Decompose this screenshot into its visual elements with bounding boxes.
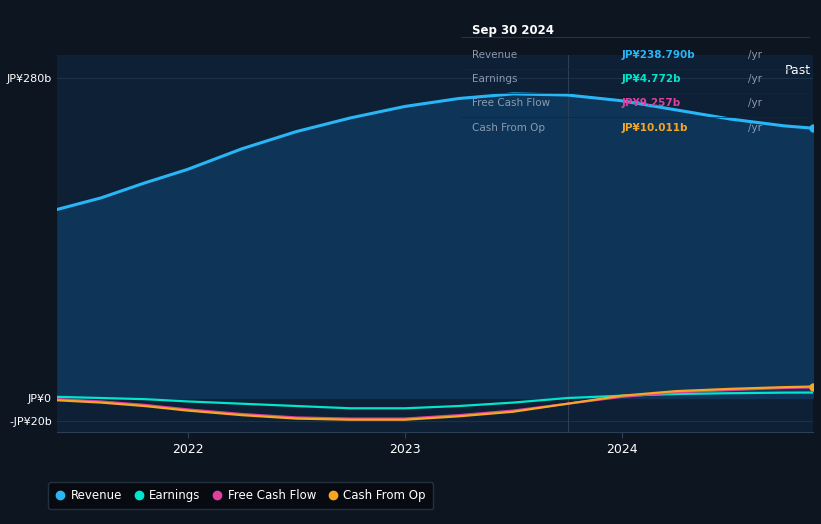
Text: JP¥10.011b: JP¥10.011b — [622, 123, 688, 133]
Text: JP¥4.772b: JP¥4.772b — [622, 74, 681, 84]
Text: Free Cash Flow: Free Cash Flow — [472, 99, 550, 108]
Text: /yr: /yr — [748, 50, 762, 60]
Text: Earnings: Earnings — [472, 74, 517, 84]
Text: /yr: /yr — [748, 99, 762, 108]
Legend: Revenue, Earnings, Free Cash Flow, Cash From Op: Revenue, Earnings, Free Cash Flow, Cash … — [48, 482, 433, 509]
Text: /yr: /yr — [748, 74, 762, 84]
Text: /yr: /yr — [748, 123, 762, 133]
Text: Cash From Op: Cash From Op — [472, 123, 545, 133]
Text: JP¥238.790b: JP¥238.790b — [622, 50, 695, 60]
Text: Revenue: Revenue — [472, 50, 517, 60]
Text: JP¥9.257b: JP¥9.257b — [622, 99, 681, 108]
Text: Sep 30 2024: Sep 30 2024 — [472, 24, 554, 37]
Text: Past: Past — [785, 64, 810, 77]
